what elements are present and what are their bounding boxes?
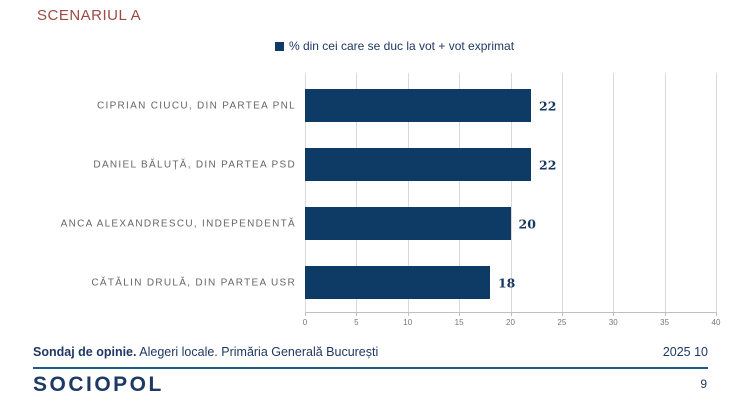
x-axis-tick-label: 25 [557, 318, 567, 327]
x-axis-tick-label: 15 [454, 318, 464, 327]
x-axis-tick [356, 312, 358, 316]
x-axis-tick-label: 30 [608, 318, 618, 327]
x-axis-tick [407, 312, 409, 316]
chart-plot-area [305, 73, 717, 312]
x-axis-tick-label: 0 [302, 318, 308, 327]
gridline [407, 73, 409, 312]
footer-source-regular: Alegeri locale. Primăria Generală Bucure… [136, 345, 379, 359]
x-axis-tick-label: 35 [660, 318, 670, 327]
footer-source: Sondaj de opinie. Alegeri locale. Primăr… [33, 345, 378, 359]
x-axis-tick-label: 20 [506, 318, 515, 327]
bar-value-label: 22 [539, 98, 557, 113]
x-axis-tick [716, 312, 717, 316]
gridline [510, 73, 512, 312]
category-label: DANIEL BĂLUȚĂ, DIN PARTEA PSD [93, 159, 296, 170]
bar [305, 207, 511, 240]
gridline [561, 73, 563, 312]
gridline [305, 73, 306, 312]
category-label: CIPRIAN CIUCU, DIN PARTEA PNL [96, 100, 296, 111]
bar [305, 266, 490, 299]
gridline [664, 73, 666, 312]
bar-value-label: 20 [518, 216, 536, 231]
page-number: 9 [700, 377, 707, 391]
slide-title: SCENARIUL A [37, 7, 142, 24]
gridline [716, 73, 717, 312]
x-axis-tick-label: 40 [711, 318, 721, 327]
x-axis-tick [561, 312, 563, 316]
bar [305, 89, 532, 122]
gridline [356, 73, 358, 312]
x-axis-tick [664, 312, 666, 316]
chart-legend: % din cei care se duc la vot + vot expri… [50, 39, 739, 53]
x-axis-tick [613, 312, 615, 316]
legend-label: % din cei care se duc la vot + vot expri… [288, 39, 515, 53]
sociopol-logo: SOCIOPOL [33, 373, 164, 396]
x-axis-tick-label: 10 [403, 318, 413, 327]
category-label: ANCA ALEXANDRESCU, INDEPENDENTĂ [60, 218, 296, 229]
footer-date: 2025 10 [662, 345, 708, 359]
x-axis-tick [459, 312, 461, 316]
category-label: CĂTĂLIN DRULĂ, DIN PARTEA USR [91, 277, 296, 288]
footer-source-bold: Sondaj de opinie. [33, 345, 137, 359]
bar-value-label: 22 [539, 157, 557, 172]
bar-value-label: 18 [497, 275, 516, 290]
gridline [459, 73, 461, 312]
x-axis-tick [305, 312, 306, 316]
legend-swatch-icon [274, 41, 284, 51]
bar [305, 148, 532, 181]
footer-divider [33, 367, 708, 369]
x-axis-tick [510, 312, 512, 316]
gridline [613, 73, 615, 312]
x-axis-tick-label: 5 [354, 318, 359, 327]
